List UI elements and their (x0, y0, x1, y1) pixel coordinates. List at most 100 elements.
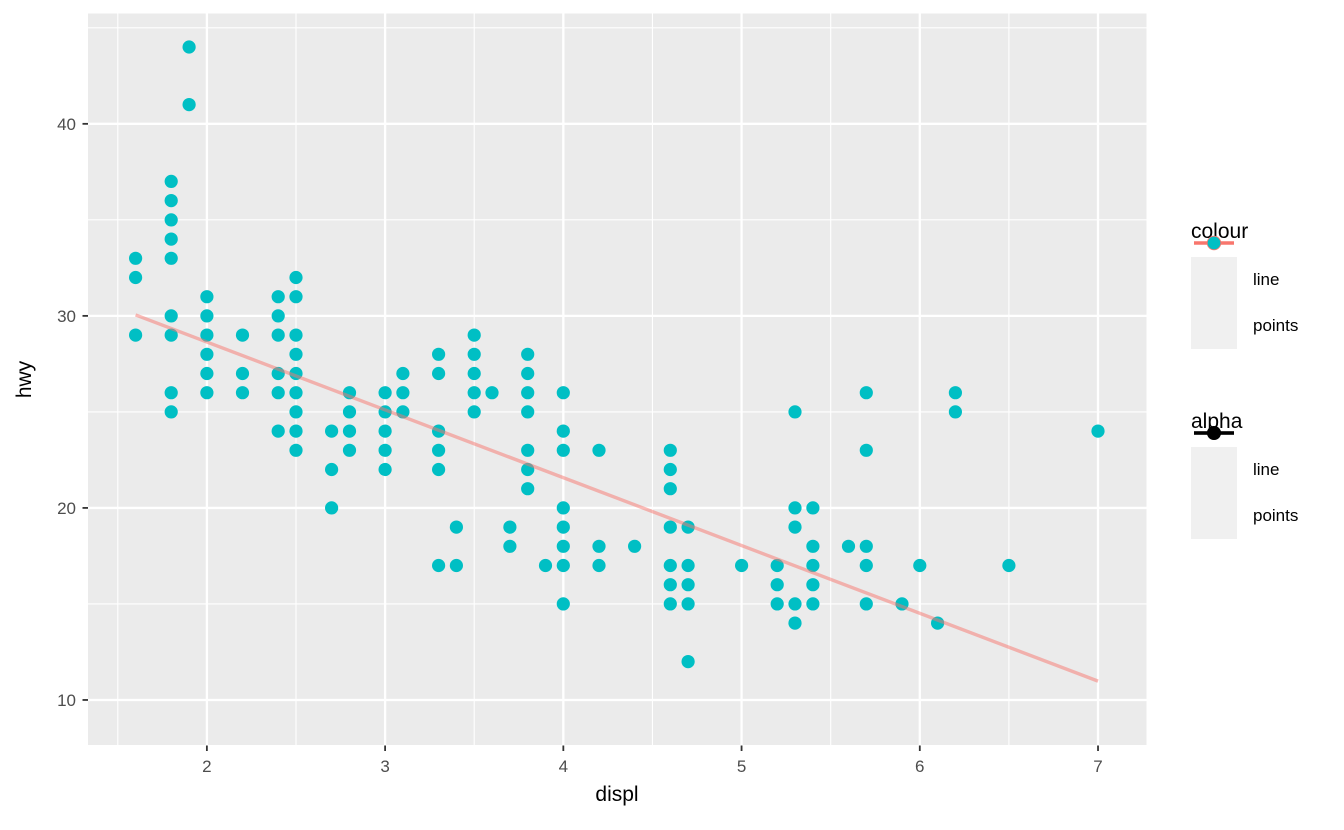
data-point (806, 539, 820, 553)
data-point (432, 366, 446, 381)
data-point (432, 443, 446, 457)
point-glyph-icon (1207, 236, 1221, 250)
data-point (378, 443, 392, 457)
data-point (467, 405, 481, 419)
legend-alpha-title: alpha (1191, 410, 1243, 433)
data-point (235, 386, 250, 400)
legend-alpha: alpha line points (1191, 410, 1298, 539)
data-point (235, 328, 250, 342)
data-point (663, 520, 677, 534)
trend-line-layer (134, 313, 1099, 683)
data-point (663, 578, 677, 592)
data-point (521, 405, 535, 419)
data-point (859, 443, 873, 457)
data-point (396, 386, 410, 400)
data-point (859, 539, 873, 553)
data-point (681, 597, 695, 611)
data-point (164, 309, 178, 323)
data-point (1002, 558, 1016, 573)
legend-key-alpha-points (1191, 426, 1237, 539)
data-point (467, 347, 481, 361)
data-point (396, 366, 410, 381)
x-tick-label: 6 (915, 757, 924, 776)
data-point (556, 443, 570, 457)
data-point (271, 290, 285, 304)
data-point (200, 347, 214, 361)
data-point (770, 578, 784, 592)
data-point (806, 597, 820, 611)
data-point (432, 462, 446, 477)
data-point (342, 405, 357, 419)
data-point (788, 520, 802, 534)
data-point (129, 328, 143, 342)
line-point-glyph-icon (1194, 426, 1234, 440)
data-point (556, 558, 570, 573)
data-point (806, 501, 820, 515)
legend-alpha-label-points: points (1253, 506, 1299, 525)
data-point (521, 386, 535, 400)
data-point (342, 424, 357, 438)
y-tick-label: 20 (57, 499, 76, 518)
data-point (556, 539, 570, 553)
data-point (521, 347, 535, 361)
y-tick-label: 10 (57, 691, 76, 710)
data-point (592, 558, 606, 573)
data-point (182, 40, 196, 54)
data-point (806, 578, 820, 592)
data-point (325, 462, 339, 477)
data-point (556, 520, 570, 534)
legend-alpha-entry-points: points (1191, 426, 1299, 539)
y-axis-title: hwy (13, 360, 36, 398)
scatter-points-layer (129, 40, 1105, 669)
data-point (1091, 424, 1105, 438)
legend-colour-label-points: points (1253, 316, 1299, 335)
x-tick-label: 3 (380, 757, 389, 776)
data-point (289, 328, 303, 342)
x-tick-label: 5 (737, 757, 746, 776)
legend-key-points (1191, 236, 1237, 349)
data-point (164, 386, 178, 400)
data-point (325, 424, 339, 438)
data-point (271, 386, 285, 400)
data-point (788, 501, 802, 515)
data-point (663, 597, 677, 611)
data-point (289, 386, 303, 400)
data-point (200, 366, 214, 381)
data-point (467, 366, 481, 381)
data-point (485, 386, 499, 400)
data-point (592, 443, 606, 457)
data-point (503, 539, 517, 553)
data-point (556, 501, 570, 515)
x-tick-label: 4 (559, 757, 568, 776)
data-point (164, 328, 178, 342)
data-point (200, 328, 214, 342)
data-point (289, 270, 303, 285)
regression-line (134, 313, 1099, 683)
x-tick-label: 2 (202, 757, 211, 776)
data-point (556, 424, 570, 438)
legend-colour-label-line: line (1253, 270, 1280, 289)
data-point (770, 597, 784, 611)
data-point (538, 558, 553, 573)
data-point (432, 558, 446, 573)
data-point (467, 328, 481, 342)
data-point (467, 386, 481, 400)
data-point (770, 558, 784, 573)
data-point (663, 443, 677, 457)
data-point (164, 194, 178, 208)
data-point (378, 462, 392, 477)
data-point (663, 558, 677, 573)
data-point (628, 539, 642, 553)
data-point (200, 290, 214, 304)
data-point (200, 309, 214, 323)
data-point (325, 501, 339, 515)
data-point (164, 174, 178, 188)
data-point (289, 290, 303, 304)
data-point (948, 405, 963, 419)
x-axis-ticks: 2 3 4 5 6 7 (202, 745, 1103, 776)
data-point (521, 443, 535, 457)
data-point (289, 443, 303, 457)
data-point (164, 232, 178, 246)
data-point (378, 424, 392, 438)
